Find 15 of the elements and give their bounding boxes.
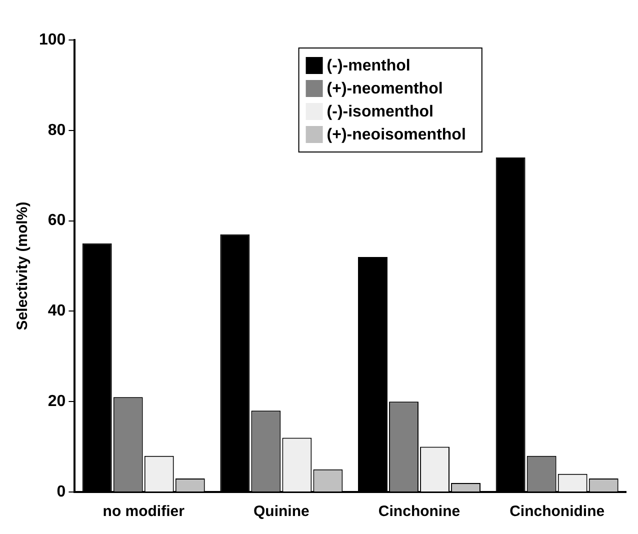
y-tick-label: 40 <box>48 302 66 320</box>
legend-label: (+)-neomenthol <box>326 80 443 98</box>
legend-label: (-)-menthol <box>326 57 410 74</box>
x-tick-label: no modifier <box>102 503 185 520</box>
y-axis-title: Selectivity (mol%) <box>14 202 32 330</box>
y-tick-label: 100 <box>38 31 66 48</box>
x-tick-label: Cinchonidine <box>510 503 605 520</box>
x-tick-label: Quinine <box>254 503 310 520</box>
legend-label: (-)-isomenthol <box>326 103 434 120</box>
y-tick-label: 20 <box>48 393 66 410</box>
legend-label: (+)-neoisomenthol <box>326 126 466 144</box>
y-tick-label: 60 <box>48 212 66 230</box>
y-tick-label: 0 <box>56 483 66 500</box>
x-tick-label: Cinchonine <box>378 503 460 520</box>
y-tick-label: 80 <box>48 122 66 139</box>
